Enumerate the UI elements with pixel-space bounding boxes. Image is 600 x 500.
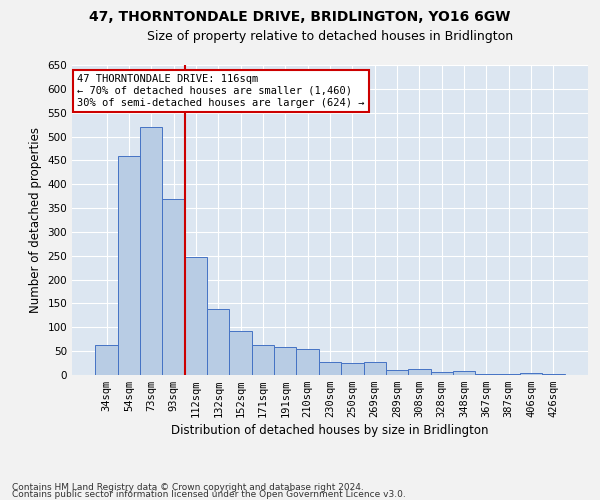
- Text: Contains HM Land Registry data © Crown copyright and database right 2024.: Contains HM Land Registry data © Crown c…: [12, 484, 364, 492]
- Bar: [386, 370, 408, 375]
- Text: 47, THORNTONDALE DRIVE, BRIDLINGTON, YO16 6GW: 47, THORNTONDALE DRIVE, BRIDLINGTON, YO1…: [89, 10, 511, 24]
- Bar: [207, 309, 229, 375]
- Bar: [229, 330, 252, 375]
- X-axis label: Distribution of detached houses by size in Bridlington: Distribution of detached houses by size …: [171, 424, 489, 438]
- Bar: [475, 374, 497, 375]
- Bar: [520, 372, 542, 375]
- Bar: [95, 346, 118, 375]
- Bar: [274, 348, 296, 375]
- Bar: [408, 370, 431, 375]
- Bar: [431, 372, 453, 375]
- Bar: [497, 374, 520, 375]
- Bar: [252, 346, 274, 375]
- Bar: [296, 349, 319, 375]
- Bar: [341, 363, 364, 375]
- Bar: [319, 362, 341, 375]
- Text: 47 THORNTONDALE DRIVE: 116sqm
← 70% of detached houses are smaller (1,460)
30% o: 47 THORNTONDALE DRIVE: 116sqm ← 70% of d…: [77, 74, 365, 108]
- Bar: [453, 371, 475, 375]
- Bar: [364, 362, 386, 375]
- Bar: [163, 198, 185, 375]
- Bar: [118, 156, 140, 375]
- Bar: [185, 256, 207, 375]
- Y-axis label: Number of detached properties: Number of detached properties: [29, 127, 42, 313]
- Bar: [140, 127, 163, 375]
- Bar: [542, 374, 565, 375]
- Text: Contains public sector information licensed under the Open Government Licence v3: Contains public sector information licen…: [12, 490, 406, 499]
- Title: Size of property relative to detached houses in Bridlington: Size of property relative to detached ho…: [147, 30, 513, 43]
